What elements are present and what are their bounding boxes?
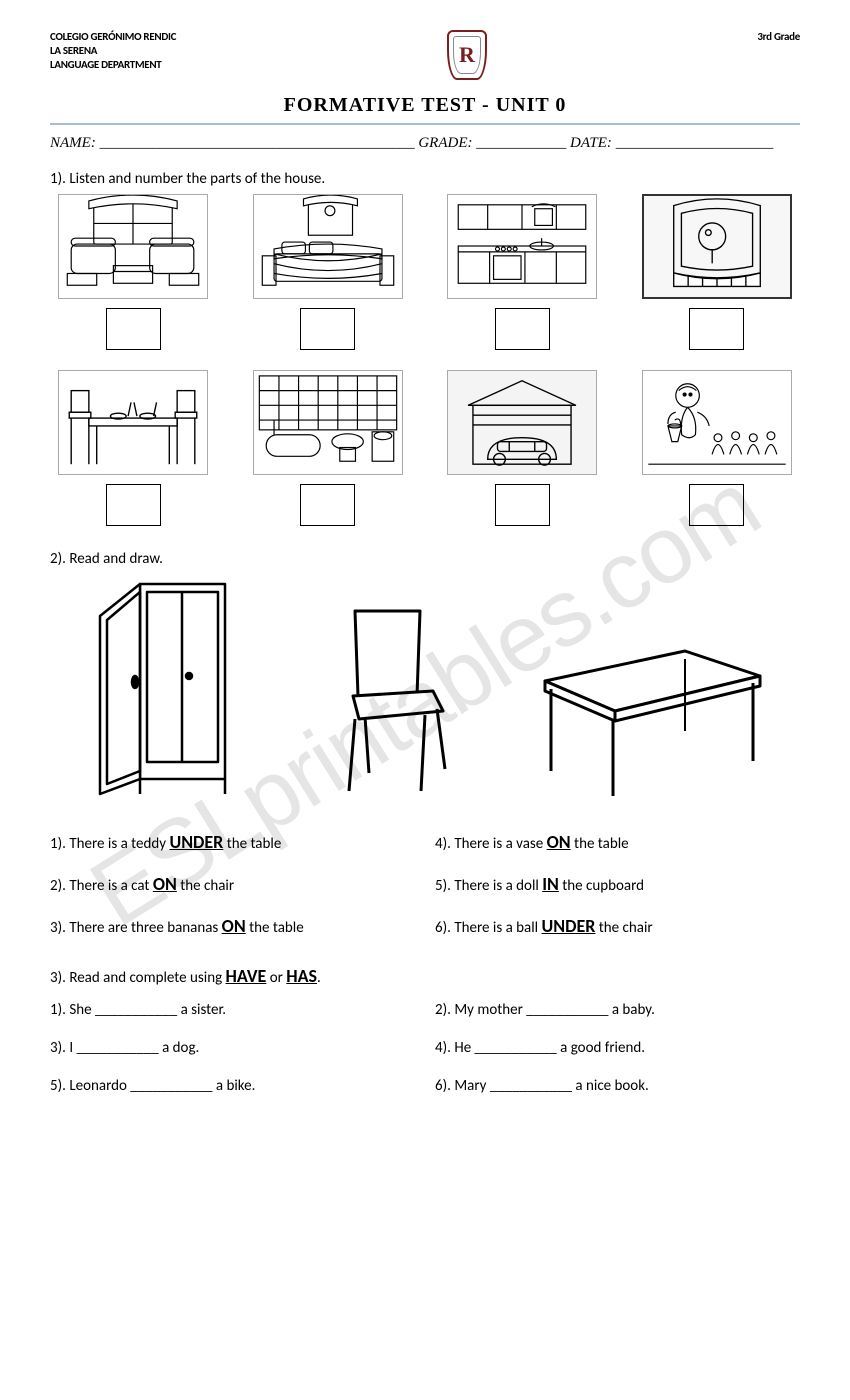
answer-box[interactable] [689,308,744,350]
q2-s1: 1). There is a teddy UNDER the table [50,831,415,853]
q1-instruction: 1). Listen and number the parts of the h… [50,170,800,188]
answer-box[interactable] [300,484,355,526]
room-dining-room-icon [58,370,208,475]
chair-icon [325,601,465,801]
answer-box[interactable] [495,484,550,526]
answer-box[interactable] [495,308,550,350]
q3-s4: 4). He a good friend. [435,1039,800,1057]
page-title: FORMATIVE TEST - UNIT 0 [50,94,800,117]
q2-s4: 4). There is a vase ON the table [435,831,800,853]
q2-s5: 5). There is a doll IN the cupboard [435,873,800,895]
fill-blank[interactable] [130,1077,212,1095]
q2-s6: 6). There is a ball UNDER the chair [435,915,800,937]
table-icon [535,631,765,801]
q3-s1: 1). She a sister. [50,1001,415,1019]
q3-instruction: 3). Read and complete using HAVE or HAS. [50,965,800,987]
title-rule [50,123,800,125]
grade-label: GRADE: [418,135,472,151]
fill-blank[interactable] [475,1039,557,1057]
q1-grid [50,194,800,540]
school-name: COLEGIO GERÓNIMO RENDIC [50,30,176,44]
worksheet-page: ESLprintables.com COLEGIO GERÓNIMO RENDI… [0,0,850,1400]
q3-s3: 3). I a dog. [50,1039,415,1057]
q3-sentences: 1). She a sister. 2). My mother a baby. … [50,1001,800,1095]
q3-s2: 2). My mother a baby. [435,1001,800,1019]
room-kitchen-icon [447,194,597,299]
school-city: LA SERENA [50,44,176,58]
grade-blank[interactable]: ____________ [472,135,570,151]
page-header: COLEGIO GERÓNIMO RENDIC LA SERENA LANGUA… [50,30,800,80]
room-bedroom-icon [253,194,403,299]
q3-s6: 6). Mary a nice book. [435,1077,800,1095]
name-blank[interactable]: ________________________________________… [96,135,415,151]
room-bathroom-icon [253,370,403,475]
q2-s2: 2). There is a cat ON the chair [50,873,415,895]
q2-s3: 3). There are three bananas ON the table [50,915,415,937]
header-left: COLEGIO GERÓNIMO RENDIC LA SERENA LANGUA… [50,30,176,71]
student-info-line: NAME: __________________________________… [50,135,800,152]
fill-blank[interactable] [95,1001,177,1019]
school-crest-icon: R [447,30,487,80]
answer-box[interactable] [106,308,161,350]
answer-box[interactable] [106,484,161,526]
q2-instruction: 2). Read and draw. [50,550,800,568]
furniture-row [50,576,800,801]
q3-s5: 5). Leonardo a bike. [50,1077,415,1095]
department: LANGUAGE DEPARTMENT [50,58,176,72]
fill-blank[interactable] [77,1039,159,1057]
cupboard-icon [85,576,255,801]
date-label: DATE: [570,135,612,151]
grade-level: 3rd Grade [757,30,800,43]
room-living-room-icon [58,194,208,299]
fill-blank[interactable] [490,1077,572,1095]
room-garage-icon [447,370,597,475]
name-label: NAME: [50,135,96,151]
answer-box[interactable] [689,484,744,526]
date-blank[interactable]: _____________________ [612,135,773,151]
header-right: 3rd Grade [757,30,800,43]
answer-box[interactable] [300,308,355,350]
fill-blank[interactable] [526,1001,608,1019]
header-center: R [447,30,487,80]
room-garden-icon [642,370,792,475]
room-balcony-icon [642,194,792,299]
q2-sentences: 1). There is a teddy UNDER the table 4).… [50,831,800,937]
